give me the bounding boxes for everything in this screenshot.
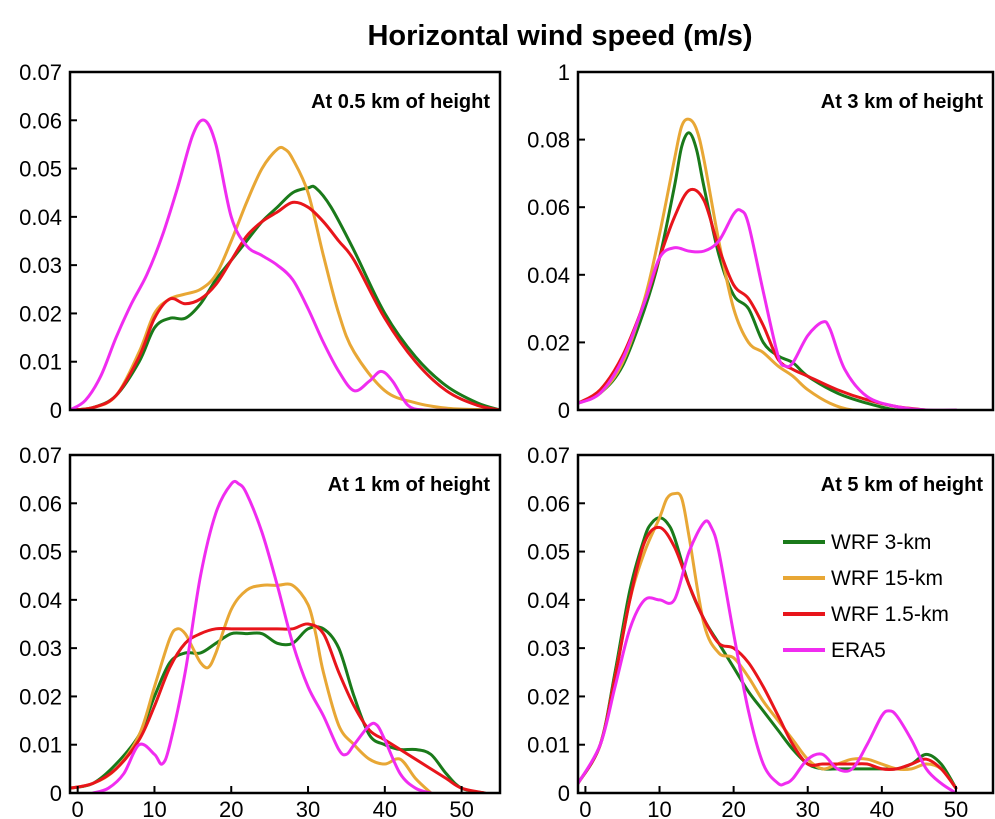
y-tick-label: 0: [558, 398, 570, 423]
y-tick-label: 0.06: [527, 195, 570, 220]
x-tick-label: 10: [142, 797, 166, 819]
y-tick-label: 0.05: [527, 540, 570, 565]
y-tick-label: 0.01: [527, 733, 570, 758]
x-tick-label: 20: [721, 797, 745, 819]
y-tick-label: 0.06: [19, 108, 62, 133]
series-line-wrf-3-km: [578, 516, 958, 790]
legend-label: WRF 15-km: [831, 567, 943, 590]
plot-frame: [576, 70, 995, 412]
series-line-wrf-15-km: [70, 582, 433, 793]
legend-label: ERA5: [831, 639, 886, 662]
y-tick-label: 0.02: [527, 330, 570, 355]
y-tick-label: 0.01: [19, 350, 62, 375]
panels-container: 0 0.01 0.02 0.03 0.04 0.05 0.06 0.07 At 0.5 km o…: [19, 60, 995, 819]
series-line-wrf-15-km: [578, 491, 958, 790]
panel-5km: 0 0.01 0.02 0.03 0.04 0.05 0.06 0.07 0 10 20 30 40 50…: [527, 443, 995, 819]
x-tick-label: 20: [219, 797, 243, 819]
legend-label: WRF 3-km: [831, 531, 931, 554]
y-tick-label: 0.04: [19, 205, 62, 230]
panel-3km: 0 0.02 0.04 0.06 0.08 1 At 3 km of height: [527, 60, 995, 423]
panel-title: At 1 km of height: [328, 474, 491, 496]
y-tick-label: 0.05: [19, 540, 62, 565]
y-tick-label: 0: [50, 398, 62, 423]
panel-1km: 0 0.01 0.02 0.03 0.04 0.05 0.06 0.07 0 10 20 30 40 50…: [19, 443, 502, 819]
series-line-wrf-1-5-km: [578, 187, 928, 410]
series-line-wrf-1-5-km: [578, 525, 958, 790]
panel-title: At 0.5 km of height: [311, 91, 490, 113]
x-tick-label: 0: [579, 797, 591, 819]
legend: WRF 3-km WRF 15-km WRF 1.5-km ERA5: [783, 531, 949, 662]
legend-item: WRF 15-km: [783, 567, 943, 590]
legend-item: ERA5: [783, 639, 886, 662]
x-tick-label: 30: [296, 797, 320, 819]
x-tick-label: 50: [944, 797, 968, 819]
series-line-wrf-15-km: [70, 145, 500, 410]
series-line-wrf-3-km: [578, 131, 928, 410]
y-tick-label: 0.07: [19, 443, 62, 468]
legend-item: WRF 3-km: [783, 531, 931, 554]
y-tick-label: 0.04: [19, 588, 62, 613]
y-tick-label: 0.04: [527, 588, 570, 613]
x-tick-label: 30: [795, 797, 819, 819]
y-tick-label: 0: [50, 781, 62, 806]
x-tick-label: 50: [449, 797, 473, 819]
y-tick-label: 0.01: [19, 733, 62, 758]
series-lines: [70, 479, 487, 793]
chart-title: Horizontal wind speed (m/s): [367, 20, 752, 52]
y-tick-label: 0.07: [19, 60, 62, 85]
y-tick-label: 0.06: [527, 491, 570, 516]
series-lines: [578, 117, 958, 410]
series-line-wrf-1-5-km: [70, 622, 487, 793]
plot-frame: [576, 453, 995, 795]
y-tick-label: 0.02: [19, 684, 62, 709]
y-tick-label: 0.02: [527, 684, 570, 709]
y-tick-label: 1: [558, 60, 570, 85]
y-tick-label: 0.08: [527, 128, 570, 153]
x-tick-label: 10: [647, 797, 671, 819]
legend-label: WRF 1.5-km: [831, 603, 949, 626]
series-line-era5: [70, 118, 448, 410]
y-tick-label: 0.05: [19, 157, 62, 182]
y-tick-label: 0.03: [19, 253, 62, 278]
legend-item: WRF 1.5-km: [783, 603, 949, 626]
y-tick-label: 0.06: [19, 491, 62, 516]
series-lines: [70, 118, 500, 410]
panel-0-5km: 0 0.01 0.02 0.03 0.04 0.05 0.06 0.07 At 0.5 km o…: [19, 60, 502, 423]
plot-frame: [68, 453, 502, 795]
x-tick-label: 40: [373, 797, 397, 819]
series-line-era5: [91, 479, 433, 793]
panel-title: At 5 km of height: [821, 474, 984, 496]
x-tick-label: 40: [870, 797, 894, 819]
y-tick-label: 0.04: [527, 263, 570, 288]
plot-frame: [68, 70, 502, 412]
y-tick-label: 0.07: [527, 443, 570, 468]
series-line-wrf-1-5-km: [70, 200, 500, 410]
y-tick-label: 0.03: [19, 636, 62, 661]
series-line-era5: [578, 208, 958, 410]
series-line-era5: [578, 519, 958, 793]
y-tick-label: 0.02: [19, 301, 62, 326]
series-line-wrf-3-km: [70, 625, 487, 793]
series-lines: [578, 491, 958, 793]
panel-title: At 3 km of height: [821, 91, 984, 113]
x-tick-label: 0: [72, 797, 84, 819]
y-tick-label: 0: [558, 781, 570, 806]
y-tick-label: 0.03: [527, 636, 570, 661]
